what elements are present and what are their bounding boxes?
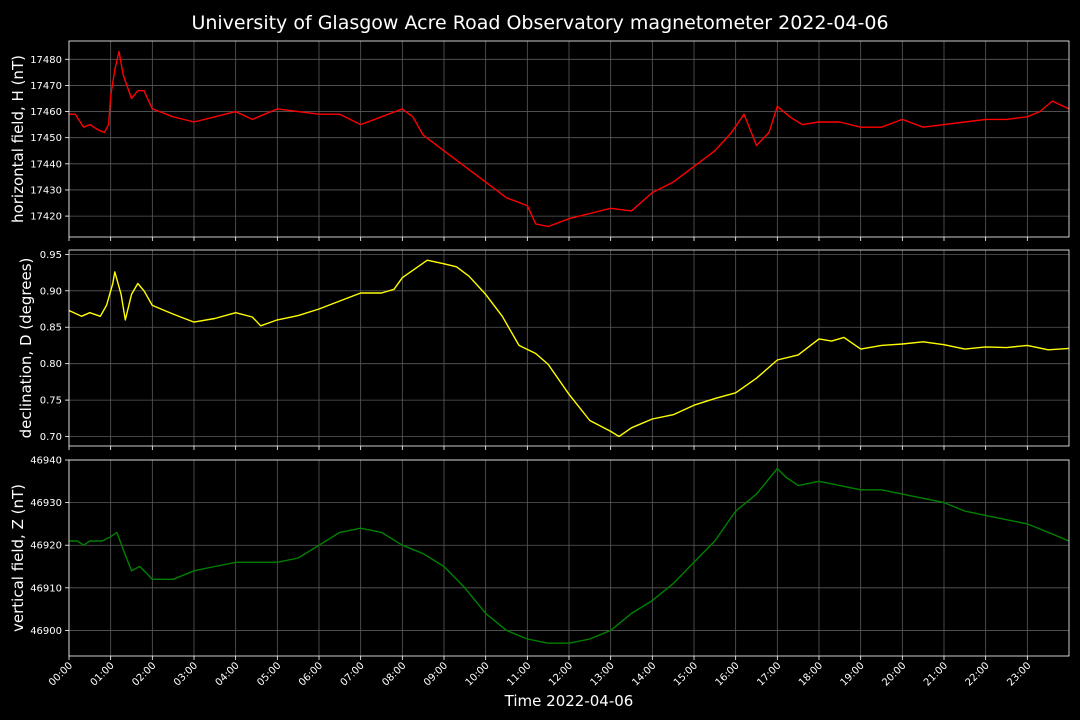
x-tick-label: 07:00 xyxy=(339,660,367,688)
x-tick-label: 23:00 xyxy=(1005,660,1033,688)
d-panel: 0.70 0.75 0.80 0.85 0.90 0.95 xyxy=(40,249,1070,450)
x-tick-label: 12:00 xyxy=(547,660,575,688)
z-panel-frame xyxy=(68,459,1070,657)
x-tick-label: 05:00 xyxy=(255,660,283,688)
h-panel: 17420 17430 17440 17450 17460 17470 17480 xyxy=(30,40,1070,241)
x-tick-label: 11:00 xyxy=(505,660,533,688)
y-tick-label: 0.95 xyxy=(40,250,62,261)
y-tick-label: 0.90 xyxy=(40,286,62,297)
y-tick-label: 46930 xyxy=(30,498,62,509)
x-tick-label: 02:00 xyxy=(130,660,158,688)
x-tick-label: 03:00 xyxy=(172,660,200,688)
x-tick-label: 13:00 xyxy=(589,660,617,688)
y-tick-label: 46920 xyxy=(30,541,62,552)
y-tick-label: 17440 xyxy=(30,159,62,170)
x-tick-label: 22:00 xyxy=(964,660,992,688)
x-tick-label: 15:00 xyxy=(672,660,700,688)
y-tick-label: 0.85 xyxy=(40,323,62,334)
z-panel-ylabel: vertical field, Z (nT) xyxy=(9,484,27,632)
y-tick-label: 0.80 xyxy=(40,359,62,370)
h-series-line xyxy=(69,50,1070,228)
x-tick-label: 16:00 xyxy=(714,660,742,688)
d-panel-ylabel: declination, D (degrees) xyxy=(17,258,35,439)
x-tick-label: 18:00 xyxy=(797,660,825,688)
chart-title: University of Glasgow Acre Road Observat… xyxy=(191,12,888,34)
x-tick-label: 09:00 xyxy=(422,660,450,688)
z-panel: 46900 46910 46920 46930 46940 xyxy=(30,456,1070,660)
y-tick-label: 17420 xyxy=(30,212,62,223)
d-series-line xyxy=(68,259,1070,438)
x-tick-label: 17:00 xyxy=(755,660,783,688)
x-tick-label: 19:00 xyxy=(839,660,867,688)
x-tick-label: 01:00 xyxy=(89,660,117,688)
x-tick-label: 20:00 xyxy=(880,660,908,688)
y-tick-label: 17460 xyxy=(30,107,62,118)
x-tick-label: 04:00 xyxy=(214,660,242,688)
x-tick-label: 14:00 xyxy=(630,660,658,688)
x-tick-label: 10:00 xyxy=(464,660,492,688)
x-tick-label: 00:00 xyxy=(47,660,75,688)
d-panel-frame xyxy=(68,249,1070,447)
y-tick-label: 46910 xyxy=(30,583,62,594)
x-tick-label: 08:00 xyxy=(380,660,408,688)
y-tick-label: 17470 xyxy=(30,81,62,92)
x-tick-label: 21:00 xyxy=(922,660,950,688)
h-panel-frame xyxy=(68,40,1070,238)
h-panel-ylabel: horizontal field, H (nT) xyxy=(9,55,27,223)
y-tick-label: 46940 xyxy=(30,456,62,467)
y-tick-label: 0.75 xyxy=(40,396,62,407)
y-tick-label: 17430 xyxy=(30,185,62,196)
y-tick-label: 17480 xyxy=(30,55,62,66)
x-tick-label: 06:00 xyxy=(297,660,325,688)
z-series-line xyxy=(69,467,1070,644)
y-tick-label: 17450 xyxy=(30,133,62,144)
x-axis-label: Time 2022-04-06 xyxy=(504,692,634,710)
y-tick-label: 0.70 xyxy=(40,432,62,443)
y-tick-label: 46900 xyxy=(30,626,62,637)
